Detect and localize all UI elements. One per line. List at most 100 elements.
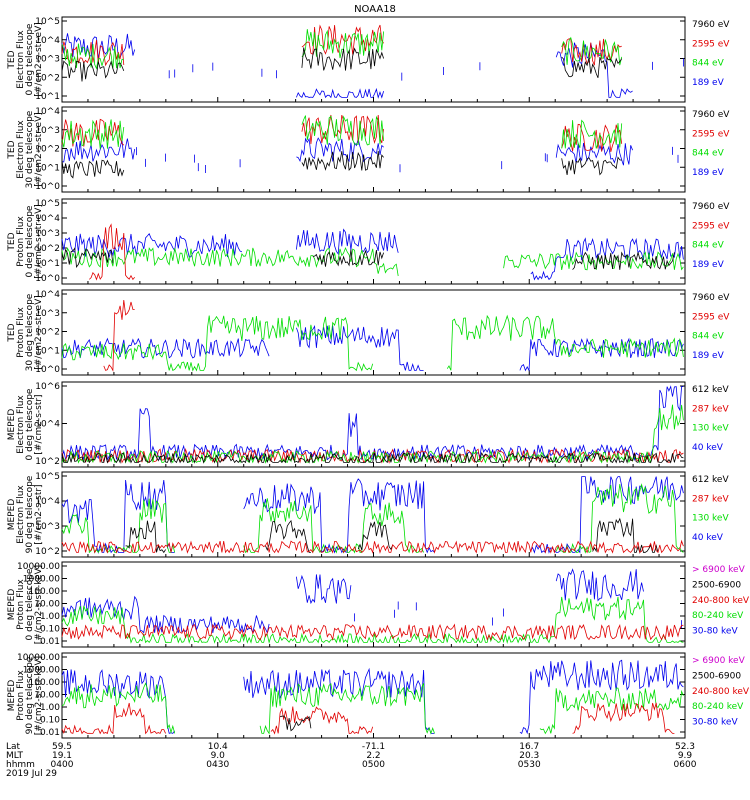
y-axis-label: TED bbox=[7, 323, 17, 342]
x-tick-lat: 16.7 bbox=[519, 742, 539, 752]
x-tick-lat: 10.4 bbox=[208, 742, 228, 752]
panel-1: 10^1 10^2 10^3 10^4 10^5 TED Electron Flux 0 de… bbox=[7, 16, 730, 103]
legend-entry: 7960 eV bbox=[692, 20, 730, 30]
y-tick-label: 10^4 bbox=[35, 420, 60, 430]
y-axis-label: 30 deg telescope bbox=[25, 110, 35, 188]
panel-frame bbox=[61, 289, 686, 376]
legend-entry: > 6900 keV bbox=[692, 565, 746, 575]
y-axis-label: TED bbox=[7, 232, 17, 251]
legend-entry: 844 eV bbox=[692, 149, 725, 159]
legend-entry: 189 eV bbox=[692, 168, 725, 178]
x-row-label: Lat bbox=[6, 742, 21, 752]
legend-entry: 189 eV bbox=[692, 78, 725, 88]
panel-2: 10^0 10^1 10^2 10^3 10^4 TED Electron Flux 30 d… bbox=[7, 106, 730, 193]
x-tick-hhmm: 0500 bbox=[362, 760, 385, 770]
x-tick-mlt: 9.0 bbox=[211, 751, 226, 761]
y-tick-label: 1000.00 bbox=[23, 666, 60, 676]
y-axis-label: Electron Flux bbox=[16, 30, 26, 89]
series-blue bbox=[61, 659, 684, 735]
panel-3: 10^0 10^1 10^2 10^3 10^4 10^5 TED Proton Flux 0 … bbox=[7, 198, 730, 285]
x-tick-lat: -71.1 bbox=[362, 742, 385, 752]
y-axis-label: Proton Flux bbox=[16, 670, 26, 721]
legend-entry: 130 keV bbox=[692, 514, 729, 524]
y-tick-label: 10^5 bbox=[35, 199, 60, 209]
series-green bbox=[61, 596, 684, 644]
y-axis-label: MEPED bbox=[7, 680, 17, 712]
y-tick-label: 10^1 bbox=[35, 92, 60, 102]
y-tick-label: 10^3 bbox=[35, 309, 60, 319]
x-tick-hhmm: 0430 bbox=[206, 760, 229, 770]
series-red bbox=[61, 623, 684, 641]
series-red bbox=[61, 539, 684, 554]
legend-entry: 287 keV bbox=[692, 494, 729, 504]
series-green bbox=[61, 404, 684, 464]
series-red bbox=[89, 223, 136, 281]
series-black bbox=[61, 247, 675, 270]
y-tick-label: 10^2 bbox=[35, 244, 60, 254]
y-tick-label: 10^2 bbox=[35, 457, 60, 467]
y-axis-label: MEPED bbox=[7, 589, 17, 621]
y-tick-label: 1000.00 bbox=[23, 575, 60, 585]
series-blue bbox=[61, 324, 684, 372]
legend-entry: 7960 eV bbox=[692, 202, 730, 212]
y-tick-label: 10^2 bbox=[35, 328, 60, 338]
y-tick-label: 1.00 bbox=[40, 703, 60, 713]
y-axis-label: [#/cm2-s-str-eV] bbox=[34, 295, 44, 370]
y-axis-label: MEPED bbox=[7, 409, 17, 441]
series-blue bbox=[61, 385, 684, 462]
legend-entry: > 6900 keV bbox=[692, 656, 746, 666]
legend-entry: 844 eV bbox=[692, 59, 725, 69]
legend-entry: 30-80 keV bbox=[692, 718, 738, 728]
y-tick-label: 0.10 bbox=[40, 716, 60, 726]
series-black bbox=[279, 715, 312, 732]
y-axis-label: 90 deg telescope bbox=[25, 475, 35, 553]
y-tick-label: 10^1 bbox=[35, 346, 60, 356]
series-black bbox=[61, 47, 623, 82]
panel-5: 10^2 10^4 10^6 MEPED Electron Flux 0 deg tele… bbox=[7, 381, 729, 468]
legend-entry: 240-800 keV bbox=[692, 687, 750, 697]
panel-6: 10^2 10^3 10^4 10^5 MEPED Electron Flux 90 deg… bbox=[7, 471, 729, 558]
panel-4: 10^0 10^1 10^2 10^3 10^4 TED Proton Flux 30 deg… bbox=[7, 289, 730, 376]
y-axis-label: 90 deg telescope bbox=[25, 656, 35, 734]
series-blue bbox=[61, 137, 679, 173]
legend-entry: 2595 eV bbox=[692, 39, 730, 49]
y-tick-label: 10^0 bbox=[35, 274, 60, 284]
y-tick-label: 10^3 bbox=[35, 55, 60, 65]
series-green bbox=[61, 115, 623, 149]
y-axis-label: [#/cm2-s-str] bbox=[34, 394, 44, 454]
y-tick-label: 10000.00 bbox=[17, 653, 60, 663]
y-tick-label: 10^2 bbox=[35, 73, 60, 83]
y-tick-label: 0.10 bbox=[40, 625, 60, 635]
y-tick-label: 10.00 bbox=[34, 600, 60, 610]
y-tick-label: 10^5 bbox=[35, 472, 60, 482]
series-red bbox=[61, 702, 675, 735]
legend-entry: 240-800 keV bbox=[692, 596, 750, 606]
chart-title: NOAA18 bbox=[354, 4, 396, 15]
series-green bbox=[61, 314, 684, 372]
y-tick-label: 10^1 bbox=[35, 259, 60, 269]
series-blue bbox=[61, 568, 682, 634]
y-tick-label: 10^4 bbox=[35, 107, 60, 117]
legend-entry: 7960 eV bbox=[692, 293, 730, 303]
legend-entry: 30-80 keV bbox=[692, 627, 738, 637]
series-red bbox=[103, 299, 135, 372]
y-tick-label: 10^1 bbox=[35, 163, 60, 173]
legend-entry: 189 eV bbox=[692, 260, 725, 270]
x-tick-mlt: 20.3 bbox=[519, 751, 539, 761]
y-axis-label: Electron Flux bbox=[16, 395, 26, 454]
legend-entry: 612 keV bbox=[692, 475, 729, 485]
date-label: 2019 Jul 29 bbox=[6, 769, 57, 779]
y-tick-label: 1.00 bbox=[40, 612, 60, 622]
y-tick-label: 10^0 bbox=[35, 182, 60, 192]
legend-entry: 80-240 keV bbox=[692, 611, 744, 621]
y-axis-label: [#/cm2-s-str-eV] bbox=[34, 112, 44, 187]
y-tick-label: 10^2 bbox=[35, 547, 60, 557]
y-axis-label: MEPED bbox=[7, 499, 17, 531]
y-tick-label: 10^4 bbox=[35, 497, 60, 507]
y-tick-label: 100.00 bbox=[29, 678, 61, 688]
y-axis-label: 0 deg telescope bbox=[25, 388, 35, 460]
y-tick-label: 10^3 bbox=[35, 126, 60, 136]
y-axis-label: Proton Flux bbox=[16, 307, 26, 358]
legend-entry: 287 keV bbox=[692, 404, 729, 414]
